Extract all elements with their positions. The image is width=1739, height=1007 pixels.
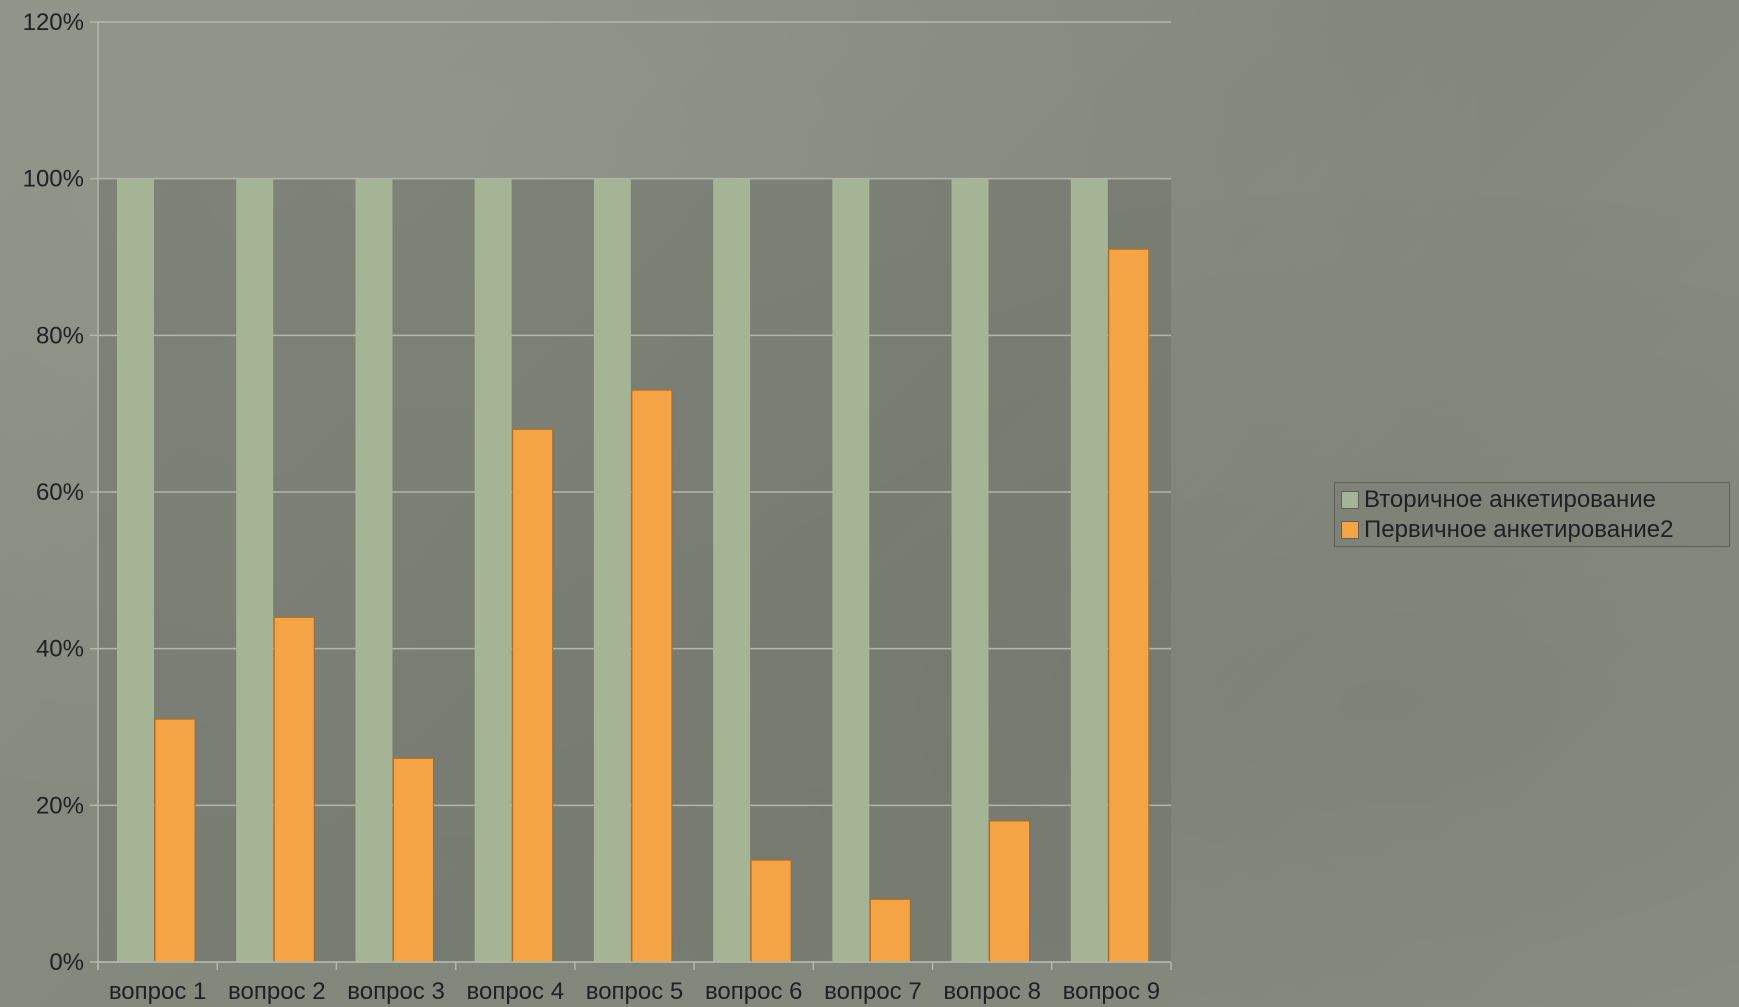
legend-label-secondary: Вторичное анкетирование <box>1364 486 1657 513</box>
axes <box>97 22 1172 970</box>
y-tick-label: 120% <box>23 9 84 36</box>
bar-secondary <box>951 178 989 962</box>
legend-item-secondary: Вторичное анкетирование <box>1341 485 1656 515</box>
legend: Вторичное анкетирование Первичное анкети… <box>1334 482 1730 547</box>
bar-secondary <box>593 178 631 962</box>
y-tick-label: 60% <box>36 479 84 506</box>
x-category-label: вопрос 9 <box>1063 978 1161 1005</box>
bar-secondary <box>832 178 870 962</box>
bar-primary <box>392 757 434 963</box>
legend-swatch-primary <box>1341 521 1359 539</box>
y-tick-label: 0% <box>49 949 84 976</box>
bar-secondary <box>355 178 393 962</box>
y-tick-label: 80% <box>36 322 84 349</box>
bar-secondary <box>1070 178 1108 962</box>
bar-primary <box>750 859 792 963</box>
bar-primary <box>273 616 315 963</box>
x-category-label: вопрос 6 <box>705 978 803 1005</box>
bar-secondary <box>236 178 274 962</box>
legend-label-primary: Первичное анкетирование2 <box>1364 516 1674 543</box>
x-category-label: вопрос 8 <box>943 978 1041 1005</box>
bar-primary <box>512 428 554 963</box>
bar-primary <box>631 389 673 963</box>
y-tick-label: 40% <box>36 636 84 663</box>
y-tick-labels: 0% 20% 40% 60% 80% 100% 120% <box>23 9 84 976</box>
x-category-label: вопрос 2 <box>228 978 326 1005</box>
legend-swatch-secondary <box>1341 491 1359 509</box>
x-category-label: вопрос 7 <box>824 978 922 1005</box>
bar-primary <box>989 820 1031 963</box>
x-category-label: вопрос 3 <box>347 978 445 1005</box>
bars <box>117 178 1150 963</box>
x-category-labels: вопрос 1 вопрос 2 вопрос 3 вопрос 4 вопрос 5… <box>109 978 1160 1005</box>
y-tick-label: 20% <box>36 792 84 819</box>
bar-primary <box>154 718 196 963</box>
bar-primary <box>1108 248 1150 963</box>
x-category-label: вопрос 4 <box>467 978 565 1005</box>
bar-secondary <box>117 178 154 962</box>
x-category-label: вопрос 1 <box>109 978 207 1005</box>
y-tick-label: 100% <box>23 166 84 193</box>
x-category-label: вопрос 5 <box>586 978 684 1005</box>
bar-primary <box>869 898 911 963</box>
bar-secondary <box>713 178 751 962</box>
bar-secondary <box>474 178 512 962</box>
legend-item-primary: Первичное анкетирование2 <box>1341 515 1673 545</box>
